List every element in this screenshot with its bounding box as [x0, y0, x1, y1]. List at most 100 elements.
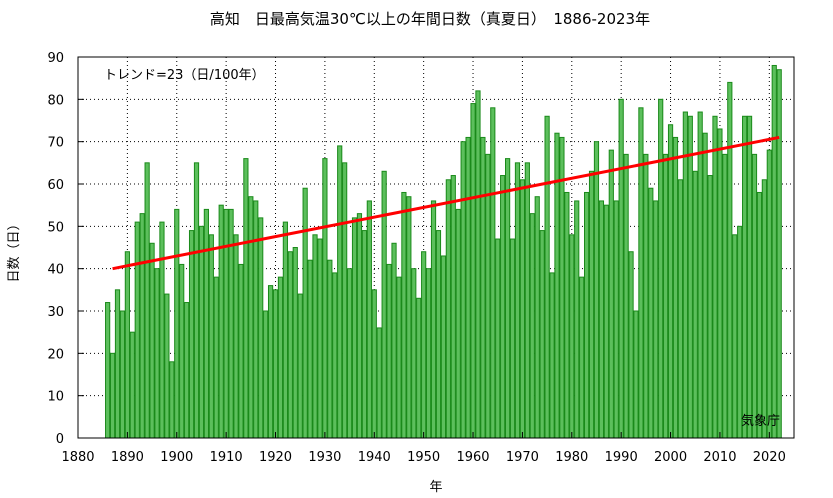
x-tick-label: 1880 — [61, 450, 94, 465]
bar-2020 — [766, 149, 772, 439]
bar-1985 — [593, 141, 600, 439]
bar-1956 — [450, 175, 456, 439]
bar-1976 — [549, 272, 555, 439]
y-tick-label: 90 — [47, 51, 64, 66]
bar-1891 — [129, 331, 135, 439]
plot-frame — [77, 56, 795, 439]
chart-title: 高知 日最高気温30℃以上の年間日数（真夏日） 1886-2023年 — [210, 10, 650, 28]
bar-1988 — [608, 149, 614, 439]
bar-1919 — [267, 285, 274, 439]
bar-1888 — [114, 289, 121, 439]
bar-1958 — [460, 141, 466, 439]
bar-1928 — [312, 234, 318, 439]
bar-1889 — [119, 310, 126, 439]
bar-1927 — [307, 259, 313, 439]
bar-1942 — [381, 170, 387, 439]
bar-1922 — [282, 221, 288, 439]
bar-1994 — [638, 107, 644, 439]
bar-2010 — [717, 128, 723, 439]
bar-1996 — [648, 187, 654, 439]
bar-1972 — [529, 213, 535, 439]
bar-1954 — [440, 255, 447, 439]
bar-2019 — [761, 179, 767, 439]
bar-1906 — [203, 208, 209, 439]
bar-1946 — [401, 191, 407, 439]
bar-1918 — [263, 310, 269, 439]
bar-2015 — [742, 115, 748, 439]
bar-1896 — [154, 268, 160, 439]
trend-label: トレンド=23（日/100年） — [104, 68, 265, 83]
bar-1993 — [633, 310, 639, 439]
bar-1939 — [366, 200, 372, 439]
y-tick-label: 50 — [47, 220, 64, 235]
bar-1887 — [109, 352, 116, 439]
bars — [105, 64, 782, 439]
bar-1963 — [485, 153, 491, 439]
bar-1910 — [223, 208, 229, 439]
bar-1943 — [386, 263, 392, 439]
bar-1979 — [564, 191, 570, 439]
bar-1916 — [253, 200, 259, 439]
bar-1981 — [574, 200, 580, 439]
bar-1971 — [524, 162, 530, 439]
x-tick-label: 1910 — [210, 450, 243, 465]
bar-1898 — [164, 293, 170, 439]
bar-1960 — [470, 103, 476, 439]
bar-1980 — [569, 234, 575, 439]
bar-1902 — [184, 302, 190, 439]
bar-1969 — [514, 162, 521, 439]
bar-1966 — [500, 175, 506, 439]
bar-2022 — [776, 69, 782, 439]
bar-2008 — [707, 175, 713, 439]
bar-1894 — [144, 162, 150, 439]
x-tick-label: 1980 — [555, 450, 588, 465]
bar-1890 — [124, 251, 130, 439]
bar-1895 — [149, 242, 155, 439]
bar-1961 — [475, 90, 481, 439]
bar-1936 — [351, 217, 358, 439]
bar-2009 — [712, 115, 718, 439]
bar-1901 — [179, 263, 185, 439]
bar-1893 — [139, 213, 145, 439]
x-tick-label: 2010 — [703, 450, 736, 465]
bar-1991 — [623, 153, 629, 439]
bar-1953 — [435, 230, 442, 439]
bar-1933 — [337, 145, 343, 439]
y-tick-label: 20 — [47, 347, 64, 362]
bar-1903 — [188, 230, 195, 439]
bar-1987 — [603, 204, 609, 439]
bar-1937 — [356, 213, 363, 439]
bar-1940 — [371, 289, 377, 439]
bar-1962 — [480, 136, 486, 439]
bar-1975 — [544, 115, 550, 439]
bar-1907 — [208, 234, 214, 439]
y-tick-label: 0 — [56, 432, 64, 447]
bar-2003 — [682, 111, 688, 439]
bar-1974 — [539, 230, 545, 439]
bar-1909 — [218, 204, 224, 439]
bar-1952 — [430, 200, 437, 439]
x-tick-label: 1930 — [308, 450, 341, 465]
bar-1941 — [376, 327, 382, 439]
bar-1990 — [618, 98, 624, 439]
bar-1945 — [396, 276, 402, 439]
bar-1973 — [534, 196, 540, 439]
bar-1984 — [588, 170, 595, 439]
bar-1986 — [598, 200, 605, 439]
bar-2006 — [697, 111, 703, 439]
bar-1965 — [495, 238, 501, 439]
bar-1992 — [628, 251, 634, 439]
bar-1997 — [653, 200, 659, 439]
bar-1929 — [317, 238, 323, 439]
bar-1908 — [213, 276, 219, 439]
bar-1950 — [421, 251, 427, 439]
bar-1935 — [346, 268, 353, 439]
bar-1947 — [406, 196, 412, 439]
bar-1978 — [559, 136, 565, 439]
source-label: 気象庁 — [741, 413, 780, 429]
bar-1982 — [579, 276, 585, 439]
bar-2017 — [751, 153, 758, 439]
bar-1913 — [238, 263, 244, 439]
bar-1995 — [643, 153, 649, 439]
